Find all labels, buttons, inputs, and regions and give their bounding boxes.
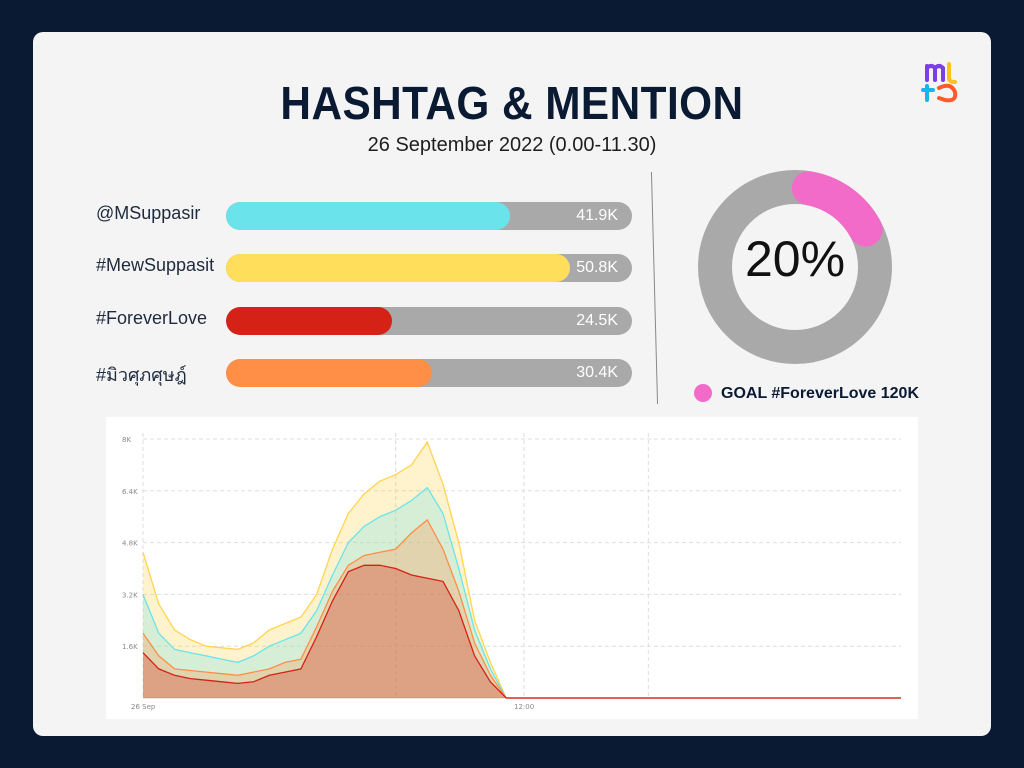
bar [226, 307, 392, 335]
bar-value-label: 30.4K [576, 364, 618, 381]
series-area [143, 519, 901, 698]
bar-label: @MSuppasir [96, 203, 201, 223]
goal-label: GOAL #ForeverLove 120K [721, 385, 920, 402]
bar-value-label: 50.8K [576, 259, 618, 276]
donut-progress-arc [791, 171, 883, 247]
x-tick-label: 26 Sep [131, 703, 156, 711]
bar-track: 41.9K [226, 202, 632, 230]
bar-label: #ForeverLove [96, 308, 208, 328]
series-area [143, 565, 901, 698]
series-area [143, 442, 901, 698]
series-area [143, 487, 901, 698]
series-line [142, 518, 901, 699]
bar [226, 254, 570, 282]
bar-track: 24.5K [226, 307, 632, 335]
y-tick-label: 8K [122, 436, 131, 444]
page-title: HASHTAG & MENTION [280, 77, 744, 129]
bar-value-label: 24.5K [576, 312, 618, 329]
bar-label: #MewSuppasit [96, 255, 215, 275]
goal-donut-chart [698, 170, 892, 364]
bar-track: 30.4K [226, 359, 632, 387]
x-tick-label: 12:00 [514, 703, 534, 711]
mention-timeline-chart: 8K 6.4K 4.8K 3.2K 1.6K 26 Sep 12:00 [106, 417, 918, 719]
section-divider [650, 172, 659, 404]
y-tick-label: 4.8K [122, 540, 138, 548]
brand-logo-icon [921, 62, 958, 103]
infographic-card: HASHTAG & MENTION 26 September 2022 (0.0… [33, 32, 991, 736]
bar-value-label: 41.9K [576, 207, 618, 224]
bar [226, 359, 432, 387]
goal-legend-dot [694, 384, 712, 402]
series-line [142, 564, 901, 699]
y-tick-label: 1.6K [122, 643, 138, 651]
y-tick-label: 6.4K [122, 488, 138, 496]
page-subtitle: 26 September 2022 (0.00-11.30) [367, 134, 657, 156]
bar [226, 202, 510, 230]
bar-track: 50.8K [226, 254, 632, 282]
bar-label: #มิวศุภศุษฎ์ [96, 365, 187, 385]
goal-percent: 20% [744, 231, 846, 287]
y-tick-label: 3.2K [122, 591, 138, 599]
